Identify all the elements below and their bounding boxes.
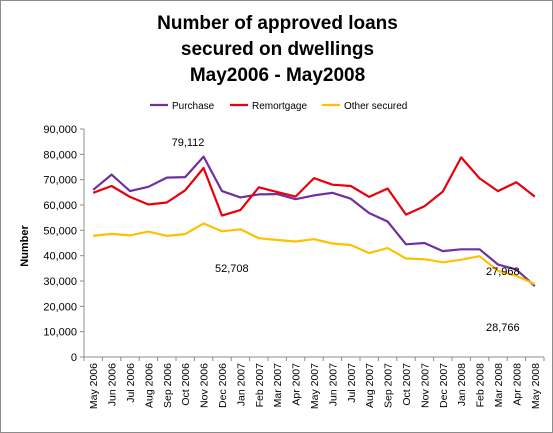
data-label: 79,112 [172,137,205,149]
x-tick-label: Dec 2007 [438,363,450,408]
x-tick-label: Jan 2007 [235,363,247,406]
x-tick-label: Oct 2007 [401,363,413,406]
y-tick-label: 0 [71,352,77,364]
x-tick-label: Jul 2006 [125,363,137,403]
data-label: 27,968 [486,266,520,278]
series-line-remortgage [92,156,536,217]
x-tick-label: Aug 2007 [364,363,376,408]
x-tick-label: Mar 2008 [493,363,505,408]
x-tick-label: Nov 2007 [419,363,431,408]
x-tick-label: Jun 2007 [327,363,339,406]
y-tick-label: 10,000 [43,327,77,339]
annotations: 79,112 52,708 27,968 28,766 [172,137,520,334]
y-tick-label: 30,000 [43,276,77,288]
x-tick-label: Nov 2006 [199,363,211,408]
y-tick-label: 20,000 [43,301,77,313]
x-axis: May 2006 Jun 2006 Jul 2006 Aug 2006 Sep 2006… [83,356,545,409]
x-tick-label: Sep 2006 [162,363,174,408]
x-tick-label: Feb 2007 [254,363,266,408]
y-tick-label: 70,000 [43,175,77,187]
plot-lines [92,155,536,287]
x-tick-label: Apr 2007 [291,363,303,406]
x-tick-label: Dec 2006 [217,363,229,408]
x-tick-label: May 2008 [530,363,542,409]
y-tick-label: 90,000 [43,124,77,136]
legend-label-remortgage: Remortgage [252,101,307,112]
y-tick-label: 50,000 [43,225,77,237]
legend-label-other-secured: Other secured [344,101,407,112]
x-tick-label: May 2007 [309,363,321,409]
x-tick-label: Jan 2008 [456,363,468,406]
x-tick-label: Aug 2006 [143,363,155,408]
chart-title-line-2: secured on dwellings [180,39,375,60]
x-tick-label: Sep 2007 [383,363,395,408]
series-line-other-secured [93,222,536,286]
data-label: 28,766 [486,322,520,334]
y-axis-label: Number [19,225,31,267]
legend: Purchase Remortgage Other secured [150,101,407,112]
chart-title-line-1: Number of approved loans [157,13,398,34]
y-tick-label: 60,000 [43,200,77,212]
series-line-purchase [92,155,536,287]
x-tick-label: Mar 2007 [272,363,284,408]
x-tick-label: Apr 2008 [511,363,523,406]
x-tick-label: Oct 2006 [180,363,192,406]
y-axis: 0 10,000 20,000 30,000 40,000 50,000 60,000 70,… [43,124,85,364]
x-tick-label: May 2006 [88,363,100,409]
chart-title-line-3: May2006 - May2008 [189,65,366,86]
y-tick-label: 80,000 [43,149,77,161]
x-tick-label: Feb 2008 [475,363,487,408]
x-tick-label: Jun 2006 [107,363,119,406]
data-label: 52,708 [215,263,249,275]
x-tick-label: Jul 2007 [346,363,358,403]
legend-label-purchase: Purchase [172,101,215,112]
y-tick-label: 40,000 [43,251,77,263]
